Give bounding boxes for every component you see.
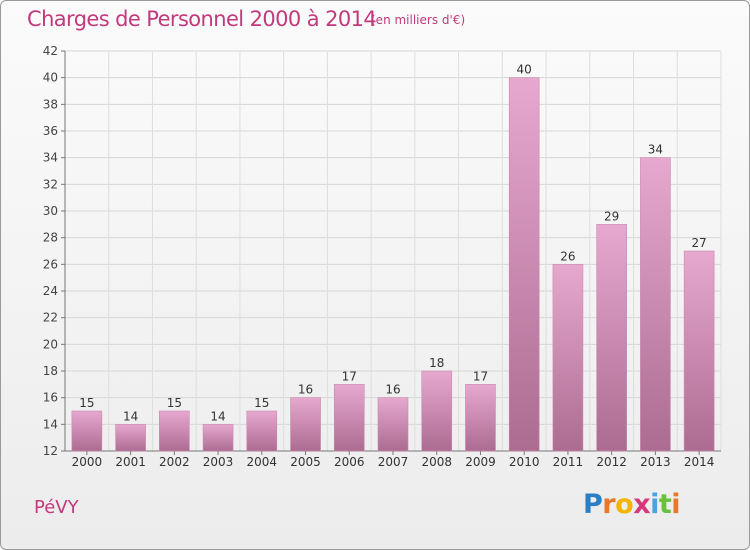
y-tick-label: 20 [43,337,58,351]
logo-letter: o [615,489,634,520]
y-tick-label: 38 [43,97,58,111]
x-tick-label-2010: 2010 [509,455,540,469]
bar-2007 [377,397,409,452]
logo-letter: t [658,489,672,520]
label-layer: 15 14 15 14 15 16 17 16 18 17 40 26 29 34 27 [79,63,707,424]
y-tick-label: 26 [43,257,58,271]
data-label-2009: 17 [473,369,488,383]
bar-2001 [115,424,146,452]
x-tick-label-2003: 2003 [203,455,234,469]
x-tick-label-2012: 2012 [596,455,627,469]
y-tick-label: 12 [43,444,58,458]
y-tick-label: 36 [43,124,58,138]
x-tick-label-2009: 2009 [465,455,496,469]
x-tick-label-2007: 2007 [378,455,409,469]
data-label-2001: 14 [123,409,138,423]
chart-title: Charges de Personnel 2000 à 2014 [27,7,377,31]
y-tick-label: 30 [43,204,58,218]
proxiti-logo: Proxiti [583,489,681,520]
x-tick-label-2001: 2001 [115,455,146,469]
axis-layer: 12 14 16 18 20 22 24 26 28 30 32 34 36 38 40 42 2000 2001… [43,44,721,469]
data-label-2013: 34 [648,143,663,157]
bar-2009 [465,384,496,452]
logo-letter: P [583,489,603,520]
bar-2006 [333,384,365,452]
bar-2000 [71,410,103,452]
x-tick-label-2011: 2011 [553,455,584,469]
bar-layer [71,77,715,452]
y-tick-label: 16 [43,391,58,405]
bar-2002 [159,410,190,452]
data-label-2000: 15 [79,396,94,410]
y-tick-label: 18 [43,364,58,378]
data-label-2014: 27 [691,236,706,250]
y-tick-label: 32 [43,177,58,191]
logo-letter: i [650,489,659,520]
data-label-2010: 40 [517,63,532,77]
logo-letter: x [633,489,651,520]
bar-2014 [683,250,715,452]
bar-2011 [552,264,584,452]
data-label-2005: 16 [298,383,313,397]
x-tick-label-2006: 2006 [334,455,365,469]
logo-letter: r [602,489,616,520]
bar-2005 [290,397,321,452]
bar-2008 [421,370,453,452]
bar-2010 [508,77,540,452]
data-label-2006: 17 [342,369,357,383]
bar-2013 [640,157,671,452]
logo-letter: i [671,489,681,520]
data-label-2008: 18 [429,356,444,370]
y-tick-label: 42 [43,44,58,58]
x-tick-label-2008: 2008 [421,455,452,469]
x-tick-label-2014: 2014 [684,455,715,469]
x-tick-label-2004: 2004 [247,455,278,469]
bar-2004 [246,410,278,452]
grid-layer [64,50,722,452]
data-label-2011: 26 [560,249,575,263]
chart-subtitle: (en milliers d'€) [371,13,466,27]
data-label-2002: 15 [167,396,182,410]
data-label-2004: 15 [254,396,269,410]
x-tick-label-2013: 2013 [640,455,671,469]
y-tick-label: 40 [43,71,58,85]
y-tick-label: 22 [43,311,58,325]
y-tick-label: 14 [43,417,58,431]
x-tick-label-2005: 2005 [290,455,321,469]
data-label-2012: 29 [604,209,619,223]
bar-2012 [596,224,627,452]
bar-2003 [202,424,234,452]
y-tick-label: 34 [43,151,58,165]
y-tick-label: 24 [43,284,58,298]
x-tick-label-2002: 2002 [159,455,190,469]
data-label-2007: 16 [385,383,400,397]
data-label-2003: 14 [210,409,225,423]
y-tick-label: 28 [43,231,58,245]
x-tick-label-2000: 2000 [72,455,103,469]
commune-name: PéVY [34,497,79,518]
